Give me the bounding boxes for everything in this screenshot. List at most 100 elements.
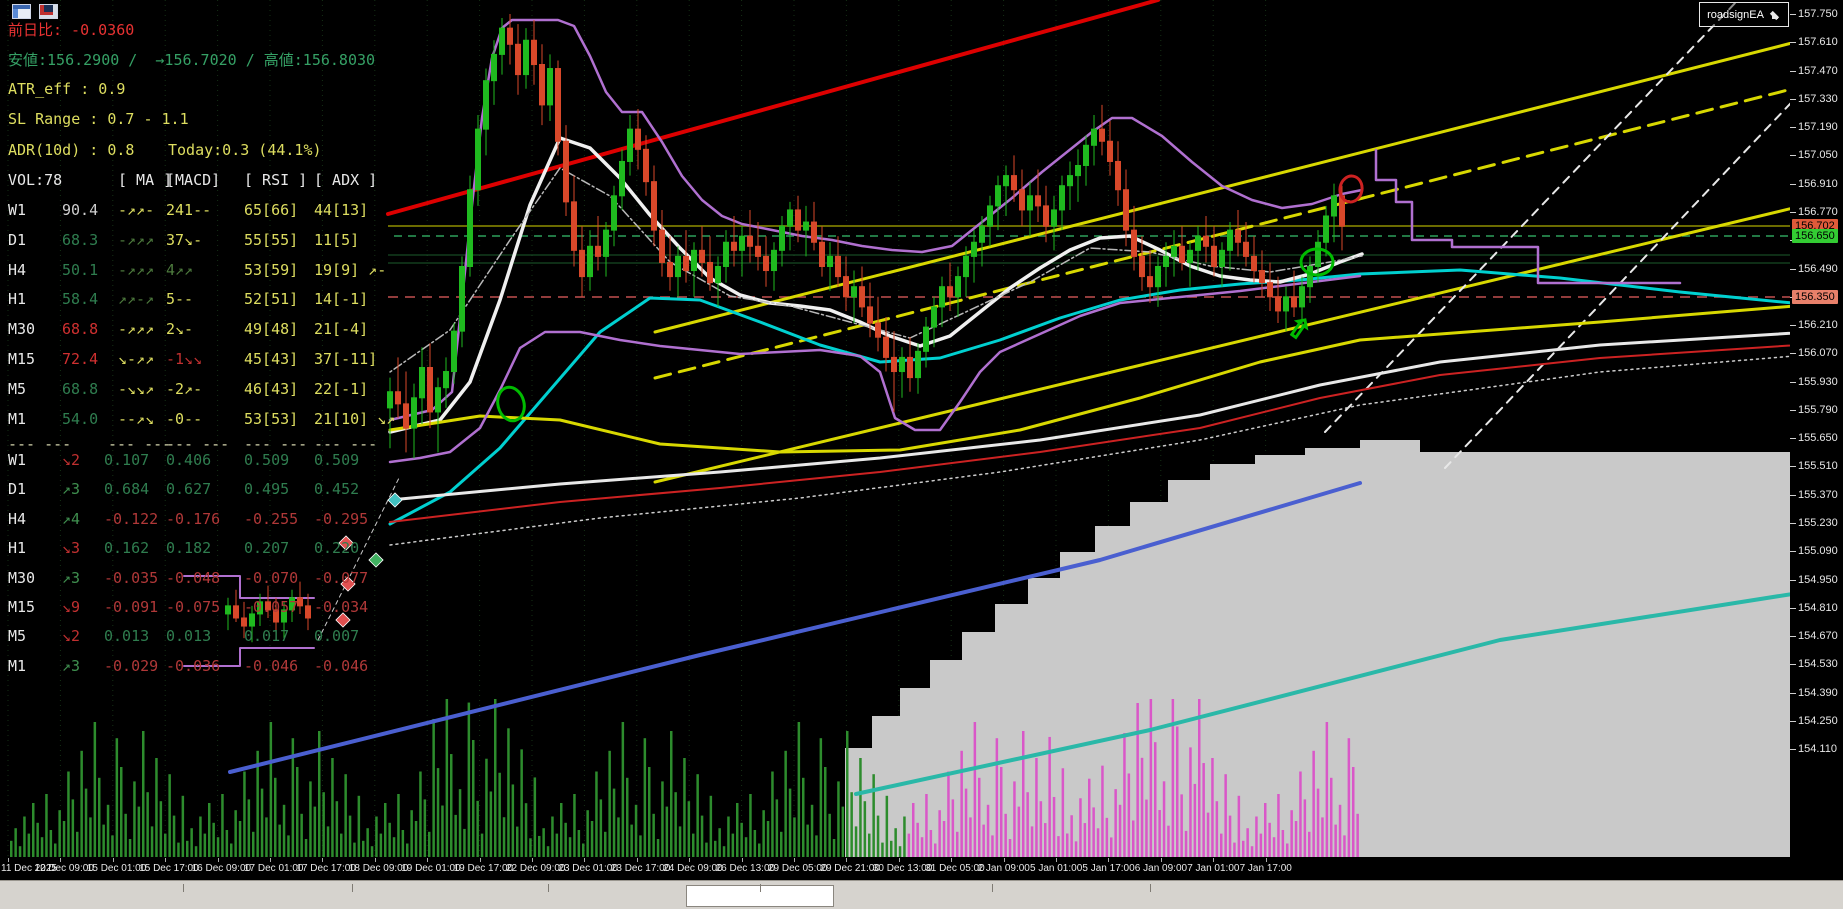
separator-dashes: --- --- bbox=[314, 435, 378, 453]
momentum-value: -0.046 bbox=[314, 656, 369, 675]
volume-bar bbox=[1088, 778, 1091, 857]
timeframe-label: M30 bbox=[8, 320, 36, 339]
price-tick bbox=[1790, 692, 1796, 694]
candle-body bbox=[233, 605, 239, 619]
candle-body bbox=[1307, 266, 1313, 288]
chart-mode-icon[interactable] bbox=[39, 4, 58, 19]
volume-bar bbox=[1264, 803, 1267, 857]
time-tick bbox=[1265, 858, 1267, 862]
time-axis[interactable]: 11 Dec 2025 12 Dec 09:00 15 Dec 01:00 15 De… bbox=[0, 858, 1843, 880]
strip-tick bbox=[183, 884, 184, 892]
volume-bar bbox=[98, 777, 101, 857]
entry-circle-green-2 bbox=[1299, 247, 1335, 277]
volume-bar bbox=[436, 768, 440, 857]
volume-bar bbox=[890, 840, 893, 857]
candle-body bbox=[547, 68, 553, 106]
volume-bar bbox=[1272, 837, 1276, 857]
volume-bar bbox=[428, 831, 431, 857]
volume-bar bbox=[731, 833, 735, 857]
candle-body bbox=[459, 266, 465, 332]
volume-bar bbox=[665, 806, 669, 857]
volume-bar bbox=[560, 803, 563, 857]
separator-dashes: --- --- bbox=[8, 435, 72, 453]
vol-value: 68.8 bbox=[62, 320, 99, 339]
volume-bar bbox=[230, 843, 233, 857]
volume-bar bbox=[661, 781, 664, 857]
timeframe-label: D1 bbox=[8, 480, 27, 499]
volume-bar bbox=[1013, 781, 1016, 857]
data-table-icon[interactable] bbox=[12, 4, 31, 19]
volume-bar bbox=[529, 838, 532, 857]
red-slow-ma bbox=[389, 344, 1790, 523]
volume-bar bbox=[58, 810, 61, 857]
volume-bar bbox=[634, 804, 638, 857]
macd-value: 2↘- bbox=[166, 320, 194, 339]
blue-longterm-line bbox=[228, 481, 1362, 774]
volume-bar bbox=[621, 722, 625, 857]
volume-bar bbox=[643, 738, 647, 857]
chart-canvas[interactable]: ⇧ bbox=[0, 0, 1790, 858]
volume-bar bbox=[626, 777, 629, 857]
channel-yellow-dashed bbox=[653, 87, 1790, 380]
momentum-value: -0.036 bbox=[166, 656, 221, 675]
candle-body bbox=[595, 245, 601, 257]
candle-body bbox=[1323, 215, 1329, 243]
volume-bar bbox=[93, 722, 97, 857]
volume-bar bbox=[608, 750, 611, 857]
adx-value: 44[13] bbox=[314, 201, 369, 219]
volume-bar bbox=[498, 772, 501, 857]
momentum-value: 0.162 bbox=[104, 539, 150, 558]
candle-body bbox=[443, 371, 449, 389]
timeframe-label: W1 bbox=[8, 451, 27, 469]
time-tick bbox=[165, 858, 167, 862]
ea-badge[interactable]: roadsignEA bbox=[1699, 2, 1789, 27]
candle-body bbox=[1203, 235, 1209, 247]
time-tick bbox=[60, 858, 62, 862]
volume-bar bbox=[912, 803, 915, 857]
volume-bar bbox=[898, 846, 902, 857]
candle-body bbox=[1043, 205, 1049, 227]
volume-bar bbox=[788, 788, 792, 857]
volume-bar bbox=[542, 828, 545, 857]
volume-bar bbox=[1105, 817, 1109, 857]
white-dotted-ma bbox=[389, 355, 1790, 546]
volume-bar bbox=[1228, 815, 1232, 857]
time-label: 7 Jan 01:00 bbox=[1187, 863, 1240, 874]
volume-bar bbox=[221, 794, 224, 857]
volume-bar bbox=[357, 795, 361, 857]
volume-bar bbox=[265, 817, 268, 857]
volume-bar bbox=[344, 774, 347, 857]
volume-bar bbox=[564, 822, 567, 857]
price-label: 157.750 bbox=[1798, 8, 1838, 20]
volume-bar bbox=[1061, 768, 1065, 857]
volume-bar bbox=[84, 788, 88, 857]
gray-cloud bbox=[845, 440, 1790, 857]
candle-body bbox=[835, 255, 841, 278]
ma-arrows: --↗↘ bbox=[118, 409, 155, 428]
candle-body bbox=[979, 225, 985, 243]
volume-bar bbox=[326, 826, 330, 857]
volume-bar bbox=[67, 771, 70, 857]
volume-bar bbox=[749, 794, 752, 857]
time-label: 23 Dec 17:00 bbox=[610, 863, 671, 874]
volume-bar bbox=[23, 816, 26, 857]
candle-body bbox=[435, 387, 441, 413]
price-tick bbox=[1790, 749, 1796, 751]
candle-body bbox=[1147, 276, 1153, 288]
time-label: 29 Dec 21:00 bbox=[820, 863, 880, 874]
volume-bar bbox=[1026, 792, 1029, 857]
volume-bar bbox=[727, 816, 730, 857]
volume-bar bbox=[714, 840, 717, 857]
volume-bar bbox=[1123, 733, 1126, 857]
time-label: 16 Dec 09:00 bbox=[191, 863, 252, 874]
volume-bar bbox=[555, 833, 559, 857]
volume-bar bbox=[1132, 820, 1135, 857]
rsi-value: 65[66] bbox=[244, 201, 299, 219]
volume-bar bbox=[969, 817, 972, 857]
trade-diamond-marker bbox=[338, 535, 354, 551]
volume-bar bbox=[146, 792, 149, 857]
price-axis[interactable]: 157.750 157.610 157.470 157.330 157.190 157.0… bbox=[1790, 0, 1843, 858]
trade-diamond-marker bbox=[340, 576, 356, 592]
volume-bar bbox=[551, 816, 554, 857]
volume-bar bbox=[1044, 823, 1047, 857]
